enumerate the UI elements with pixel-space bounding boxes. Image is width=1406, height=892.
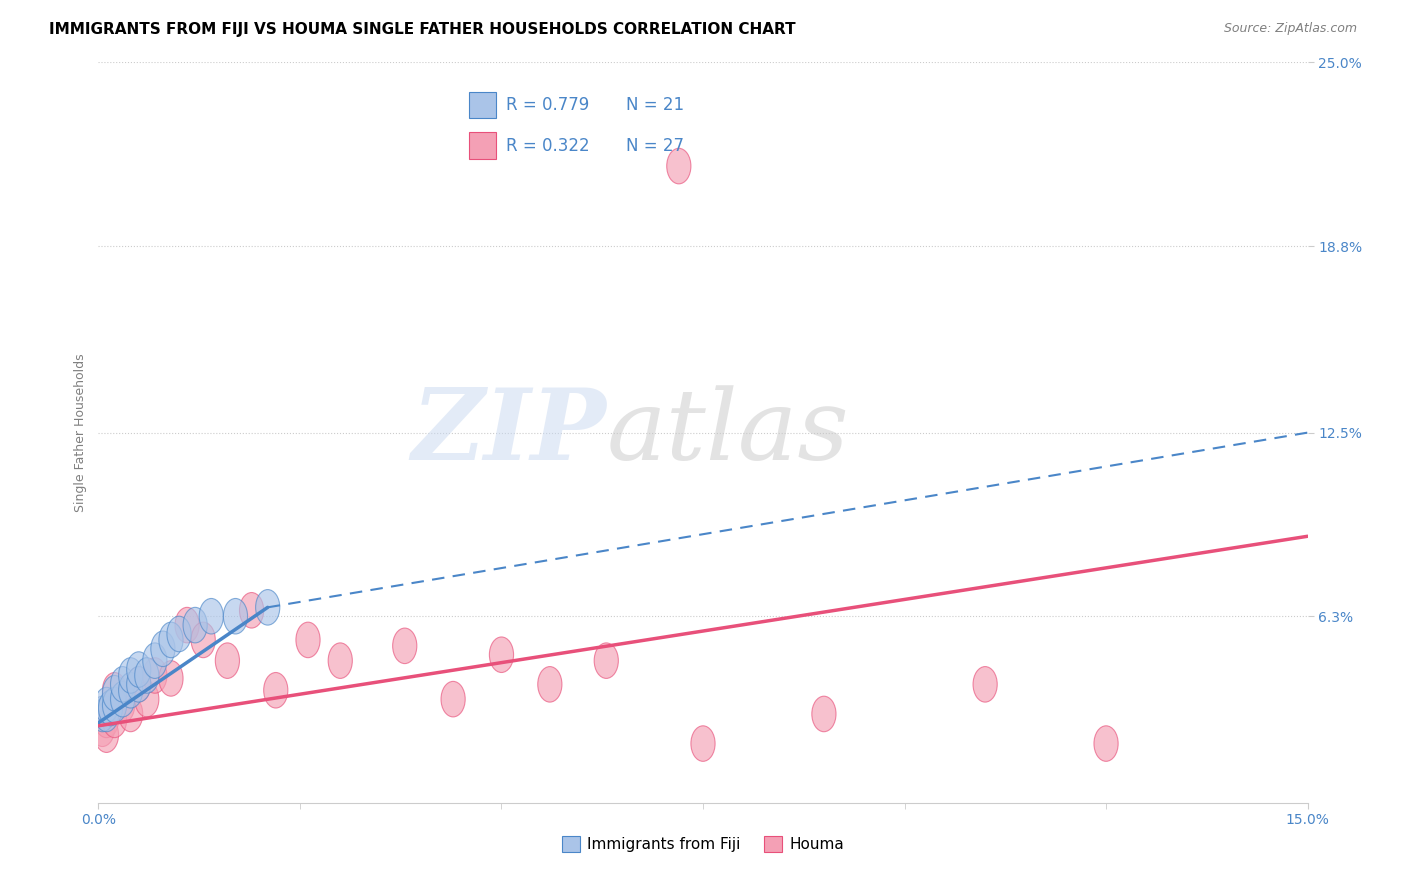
Ellipse shape (690, 726, 716, 762)
Ellipse shape (167, 616, 191, 652)
Ellipse shape (90, 711, 114, 747)
Text: atlas: atlas (606, 385, 849, 480)
Ellipse shape (94, 688, 118, 723)
Ellipse shape (239, 592, 264, 628)
Ellipse shape (973, 666, 997, 702)
Ellipse shape (103, 688, 127, 723)
Ellipse shape (295, 622, 321, 657)
Ellipse shape (191, 622, 215, 657)
Ellipse shape (135, 657, 159, 693)
Ellipse shape (183, 607, 207, 643)
Ellipse shape (328, 643, 353, 679)
Ellipse shape (118, 657, 143, 693)
Ellipse shape (200, 599, 224, 634)
Ellipse shape (127, 666, 150, 702)
Ellipse shape (103, 673, 127, 708)
Text: Source: ZipAtlas.com: Source: ZipAtlas.com (1223, 22, 1357, 36)
Ellipse shape (111, 666, 135, 702)
Ellipse shape (127, 666, 150, 702)
Ellipse shape (143, 643, 167, 679)
Ellipse shape (94, 717, 118, 753)
Text: ZIP: ZIP (412, 384, 606, 481)
Ellipse shape (118, 696, 143, 731)
Ellipse shape (441, 681, 465, 717)
Ellipse shape (174, 607, 200, 643)
Ellipse shape (94, 702, 118, 738)
Ellipse shape (489, 637, 513, 673)
Ellipse shape (256, 590, 280, 625)
Ellipse shape (595, 643, 619, 679)
Text: IMMIGRANTS FROM FIJI VS HOUMA SINGLE FATHER HOUSEHOLDS CORRELATION CHART: IMMIGRANTS FROM FIJI VS HOUMA SINGLE FAT… (49, 22, 796, 37)
Ellipse shape (94, 696, 118, 731)
Ellipse shape (811, 696, 837, 731)
Ellipse shape (537, 666, 562, 702)
Ellipse shape (666, 148, 690, 184)
Ellipse shape (118, 673, 143, 708)
Ellipse shape (103, 675, 127, 711)
Ellipse shape (98, 690, 122, 726)
Ellipse shape (90, 696, 114, 731)
Ellipse shape (215, 643, 239, 679)
Ellipse shape (150, 631, 174, 666)
Ellipse shape (159, 622, 183, 657)
Ellipse shape (224, 599, 247, 634)
Ellipse shape (103, 702, 127, 738)
Ellipse shape (143, 657, 167, 693)
Ellipse shape (111, 681, 135, 717)
Y-axis label: Single Father Households: Single Father Households (75, 353, 87, 512)
Ellipse shape (159, 661, 183, 696)
Legend: Immigrants from Fiji, Houma: Immigrants from Fiji, Houma (555, 830, 851, 858)
Ellipse shape (135, 681, 159, 717)
Ellipse shape (1094, 726, 1118, 762)
Ellipse shape (264, 673, 288, 708)
Ellipse shape (127, 652, 150, 688)
Ellipse shape (392, 628, 416, 664)
Ellipse shape (111, 688, 135, 723)
